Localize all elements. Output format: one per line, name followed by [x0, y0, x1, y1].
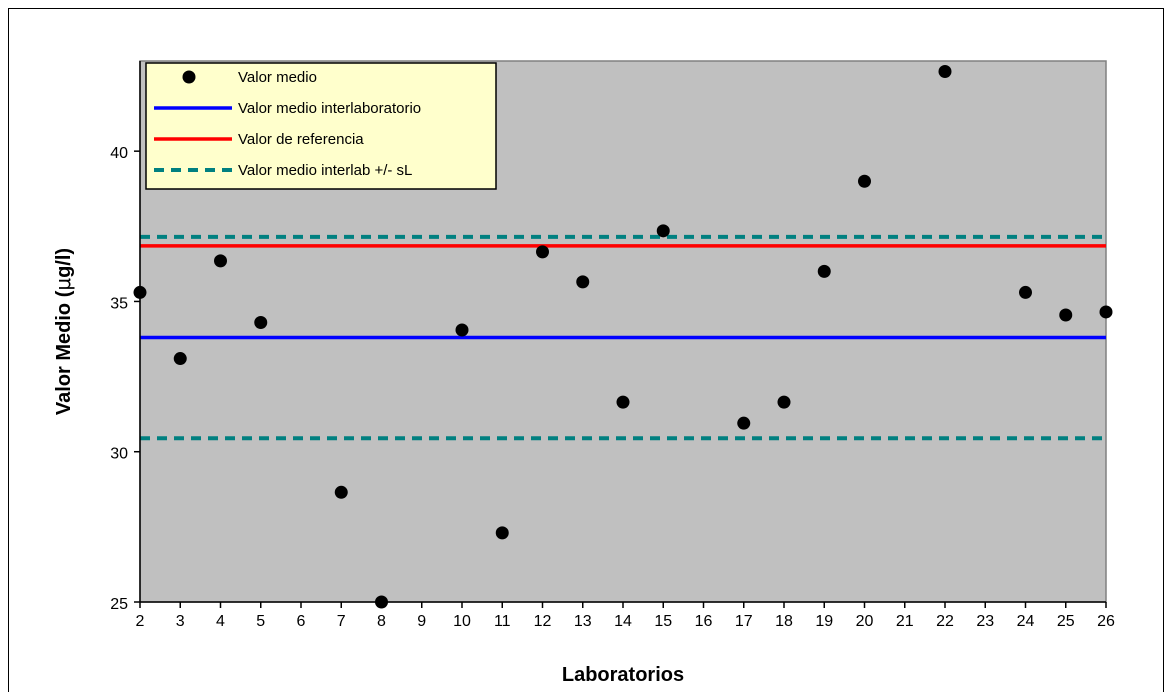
- x-tick-label-13: 13: [574, 613, 592, 630]
- data-point-13: [576, 275, 590, 289]
- legend-marker-0: [182, 70, 196, 84]
- x-tick-label-5: 5: [256, 613, 265, 630]
- x-tick-label-7: 7: [337, 613, 346, 630]
- y-axis-title: Valor Medio (μg/l): [51, 248, 75, 415]
- y-tick-label-25: 25: [110, 596, 128, 613]
- data-point-15: [656, 224, 670, 238]
- data-point-22: [938, 65, 952, 79]
- x-tick-label-26: 26: [1097, 613, 1115, 630]
- x-tick-label-8: 8: [377, 613, 386, 630]
- data-point-4: [214, 254, 227, 268]
- legend-label-0: Valor medio: [238, 69, 317, 86]
- data-point-5: [254, 315, 268, 329]
- x-tick-label-16: 16: [695, 613, 713, 630]
- data-point-26: [1099, 305, 1113, 319]
- x-tick-label-6: 6: [297, 613, 306, 630]
- x-tick-label-18: 18: [775, 613, 793, 630]
- x-tick-label-11: 11: [494, 613, 511, 630]
- legend-box: [145, 62, 497, 190]
- data-point-18: [777, 395, 791, 409]
- legend-label-2: Valor de referencia: [238, 131, 364, 148]
- x-tick-label-15: 15: [654, 613, 672, 630]
- y-tick-label-35: 35: [110, 295, 128, 312]
- x-tick-label-12: 12: [534, 613, 552, 630]
- x-tick-label-14: 14: [614, 613, 632, 630]
- y-tick-label-30: 30: [110, 446, 128, 463]
- y-tick-label-40: 40: [110, 145, 128, 162]
- x-tick-label-19: 19: [815, 613, 833, 630]
- data-point-17: [737, 416, 751, 430]
- data-point-10: [455, 323, 469, 337]
- data-point-24: [1019, 285, 1032, 299]
- data-point-3: [173, 352, 187, 366]
- x-tick-label-4: 4: [216, 613, 225, 630]
- data-point-14: [616, 395, 630, 409]
- x-tick-label-10: 10: [453, 613, 471, 630]
- data-point-25: [1059, 308, 1073, 322]
- x-tick-label-2: 2: [136, 613, 145, 630]
- x-tick-label-22: 22: [936, 613, 954, 630]
- x-tick-label-25: 25: [1057, 613, 1075, 630]
- data-point-11: [495, 526, 509, 540]
- data-point-7: [334, 485, 348, 499]
- x-axis-title: Laboratorios: [562, 664, 684, 686]
- x-tick-label-24: 24: [1017, 613, 1035, 630]
- legend-label-3: Valor medio interlab +/- sL: [238, 162, 412, 179]
- x-tick-label-3: 3: [176, 613, 185, 630]
- x-tick-label-17: 17: [735, 613, 753, 630]
- legend-label-1: Valor medio interlaboratorio: [238, 100, 421, 117]
- x-tick-label-9: 9: [417, 613, 426, 630]
- data-point-20: [858, 174, 871, 188]
- data-point-12: [536, 245, 549, 259]
- x-tick-label-23: 23: [976, 613, 994, 630]
- data-point-19: [817, 264, 831, 278]
- x-tick-label-20: 20: [856, 613, 874, 630]
- x-tick-label-21: 21: [896, 613, 914, 630]
